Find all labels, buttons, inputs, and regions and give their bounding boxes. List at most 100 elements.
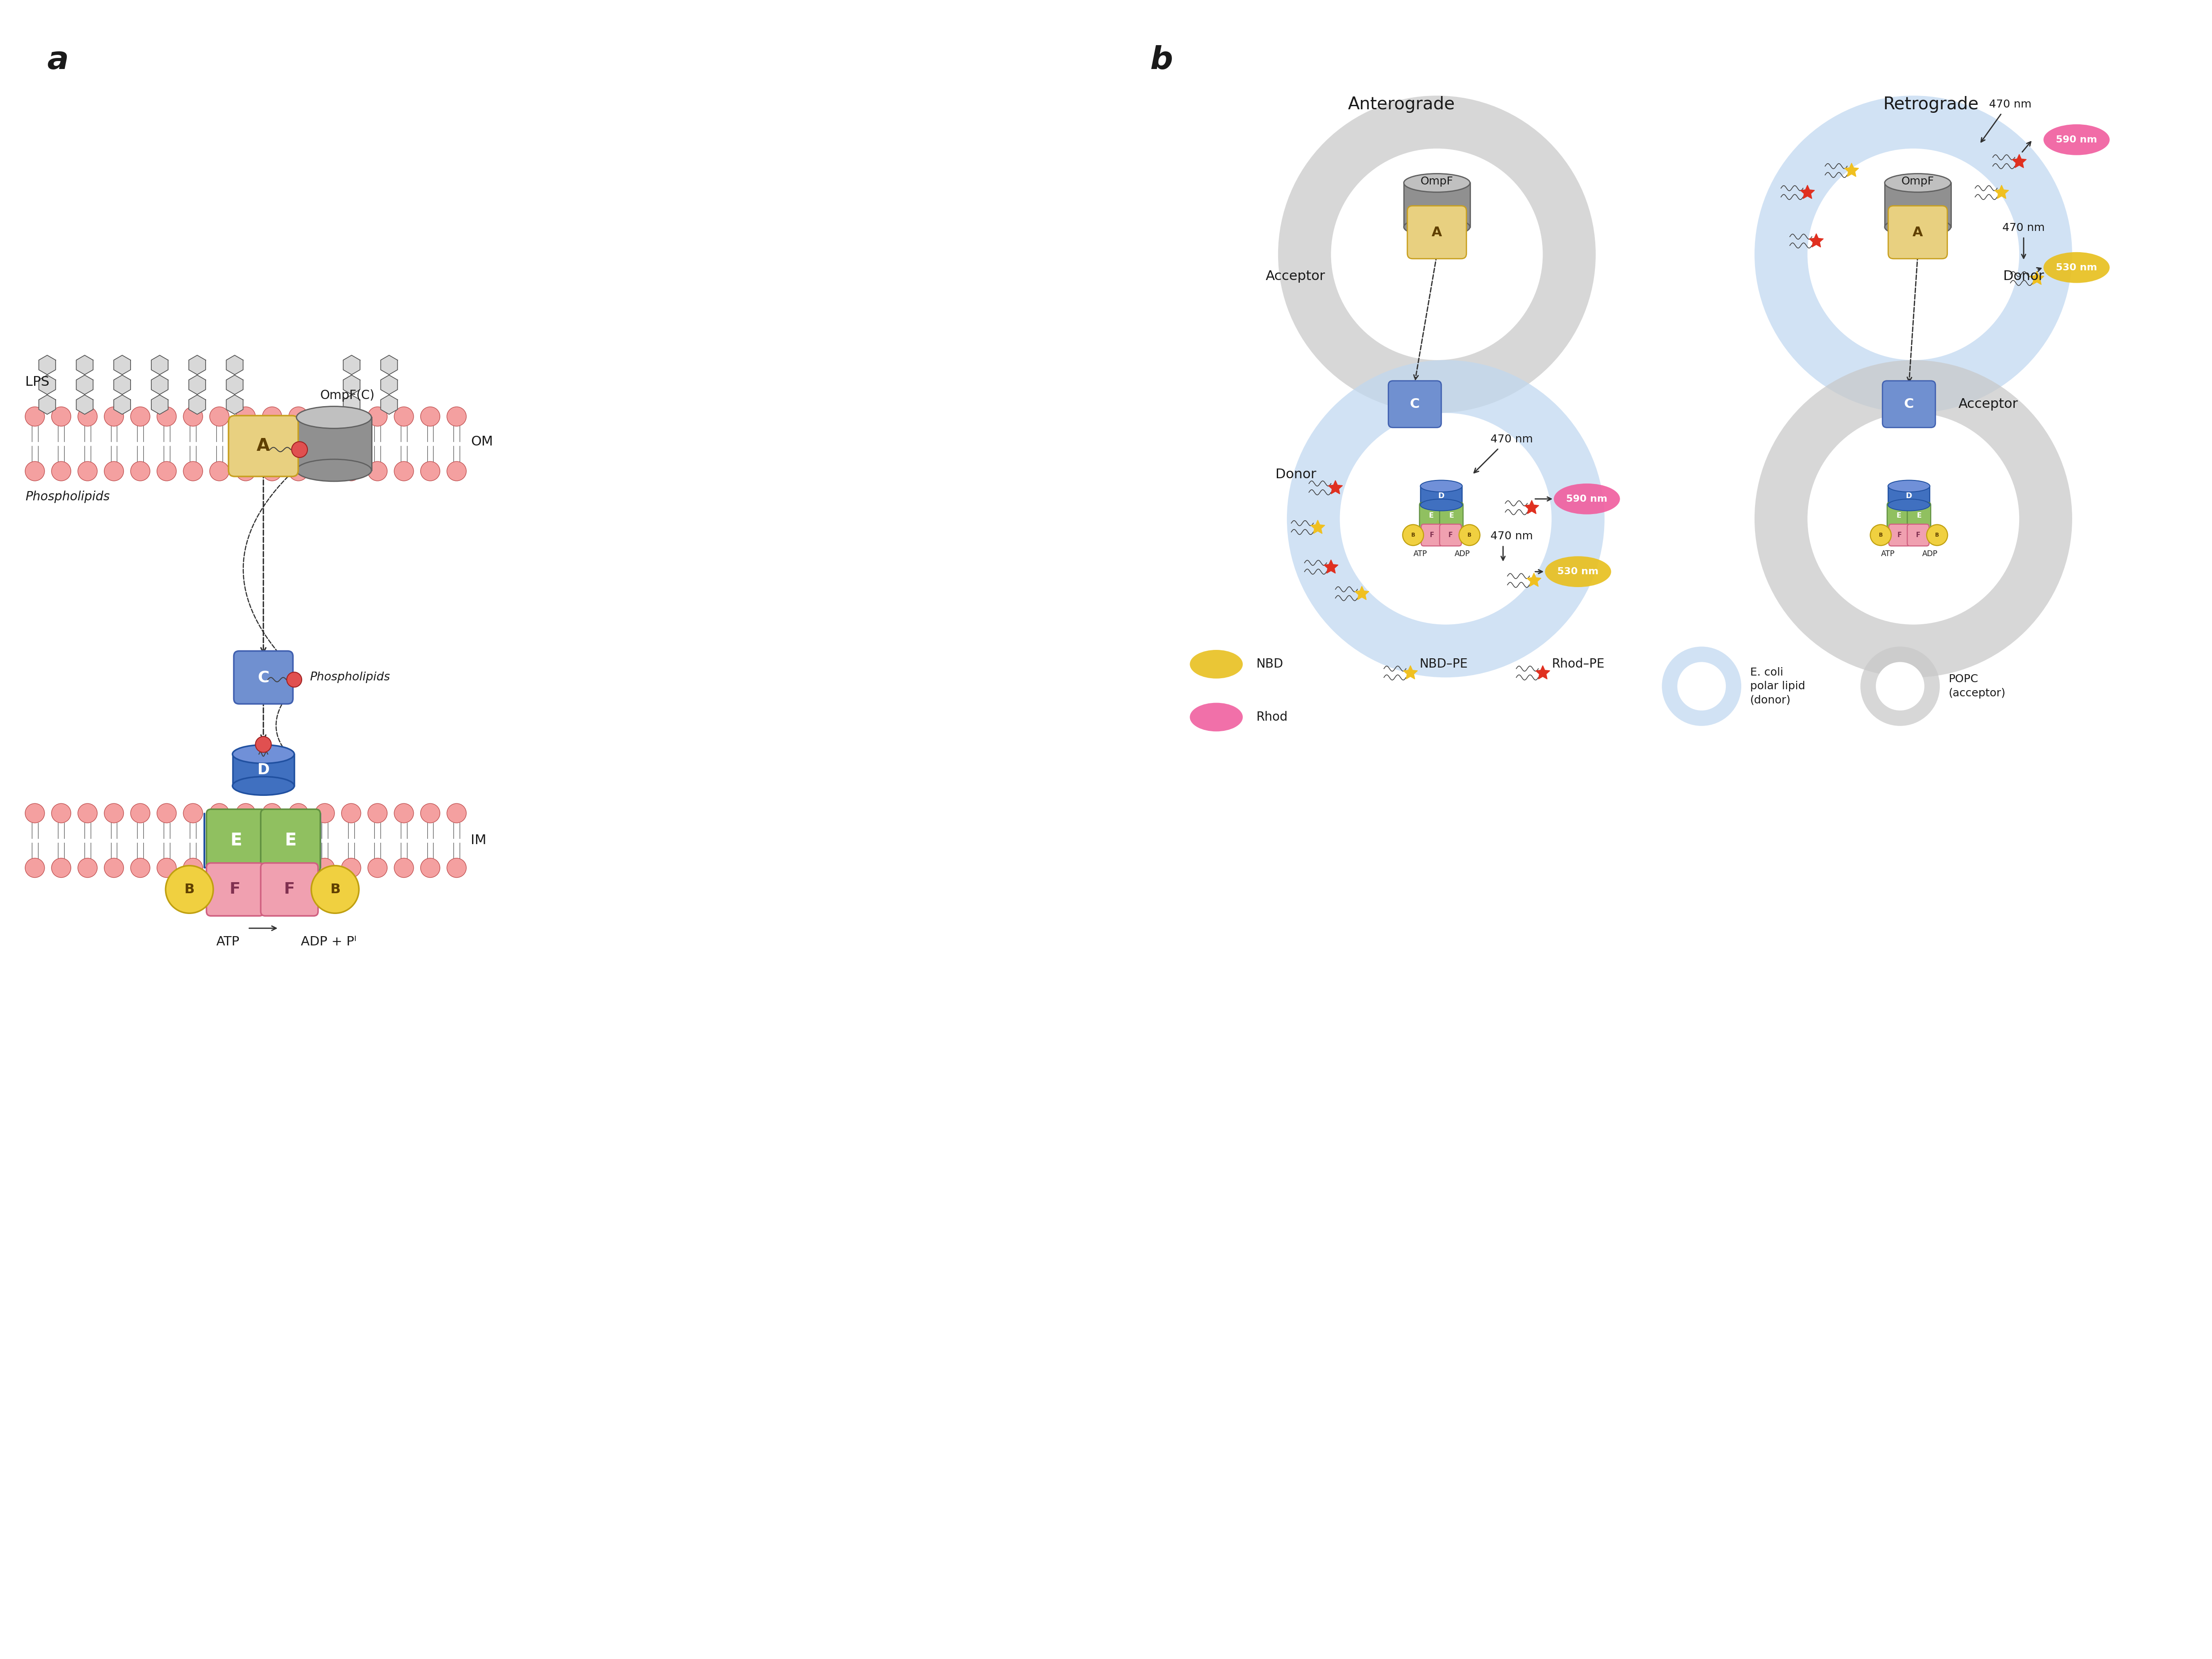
Ellipse shape bbox=[1190, 650, 1243, 679]
Bar bbox=[1885, 182, 1951, 227]
Text: B: B bbox=[1878, 533, 1882, 538]
Circle shape bbox=[51, 858, 71, 878]
Bar bbox=[1420, 486, 1462, 504]
Circle shape bbox=[184, 406, 204, 426]
Polygon shape bbox=[380, 375, 398, 395]
Text: A: A bbox=[1431, 226, 1442, 239]
Circle shape bbox=[157, 858, 177, 878]
Circle shape bbox=[24, 803, 44, 823]
Ellipse shape bbox=[1420, 479, 1462, 493]
FancyBboxPatch shape bbox=[228, 416, 299, 476]
Circle shape bbox=[367, 858, 387, 878]
Circle shape bbox=[157, 406, 177, 426]
Circle shape bbox=[420, 803, 440, 823]
Text: C: C bbox=[257, 670, 270, 685]
Polygon shape bbox=[1801, 186, 1814, 199]
FancyBboxPatch shape bbox=[1887, 503, 1911, 529]
Polygon shape bbox=[150, 375, 168, 395]
Circle shape bbox=[263, 858, 281, 878]
Circle shape bbox=[263, 461, 281, 481]
Ellipse shape bbox=[232, 776, 294, 795]
Polygon shape bbox=[1524, 501, 1540, 514]
Polygon shape bbox=[1312, 519, 1325, 534]
Circle shape bbox=[420, 461, 440, 481]
Polygon shape bbox=[343, 375, 361, 395]
Bar bbox=[1889, 486, 1929, 504]
Text: Retrograde: Retrograde bbox=[1882, 96, 1980, 113]
Text: NBD–PE: NBD–PE bbox=[1420, 659, 1469, 670]
FancyBboxPatch shape bbox=[1907, 524, 1929, 546]
Circle shape bbox=[394, 858, 414, 878]
Polygon shape bbox=[1402, 665, 1418, 679]
Polygon shape bbox=[2031, 270, 2044, 285]
Polygon shape bbox=[1845, 163, 1858, 176]
Circle shape bbox=[131, 406, 150, 426]
Text: F: F bbox=[1898, 533, 1902, 539]
Circle shape bbox=[77, 803, 97, 823]
Circle shape bbox=[314, 406, 334, 426]
Polygon shape bbox=[40, 375, 55, 395]
Circle shape bbox=[254, 737, 272, 753]
Text: a: a bbox=[46, 45, 69, 76]
Text: ATP: ATP bbox=[217, 936, 239, 947]
Polygon shape bbox=[1354, 586, 1369, 601]
Text: E. coli
polar lipid
(donor): E. coli polar lipid (donor) bbox=[1750, 667, 1805, 705]
Polygon shape bbox=[1323, 559, 1338, 574]
Circle shape bbox=[51, 803, 71, 823]
Text: Donor: Donor bbox=[1276, 468, 1316, 481]
Ellipse shape bbox=[1889, 479, 1929, 493]
Circle shape bbox=[1332, 149, 1542, 360]
Text: E: E bbox=[1916, 513, 1922, 519]
Text: A: A bbox=[257, 438, 270, 455]
Circle shape bbox=[104, 461, 124, 481]
Circle shape bbox=[447, 803, 467, 823]
Circle shape bbox=[314, 803, 334, 823]
Text: D: D bbox=[257, 763, 270, 778]
Text: Rhod: Rhod bbox=[1256, 712, 1287, 723]
Circle shape bbox=[237, 461, 254, 481]
FancyBboxPatch shape bbox=[1420, 524, 1442, 546]
Polygon shape bbox=[343, 395, 361, 415]
Circle shape bbox=[210, 461, 230, 481]
Circle shape bbox=[77, 858, 97, 878]
Circle shape bbox=[1754, 96, 2073, 413]
Text: OmpF(C): OmpF(C) bbox=[321, 390, 374, 401]
FancyBboxPatch shape bbox=[1882, 382, 1936, 428]
Circle shape bbox=[1340, 413, 1551, 624]
Text: C: C bbox=[1409, 398, 1420, 410]
Text: D: D bbox=[1907, 491, 1911, 499]
Text: F: F bbox=[1429, 533, 1433, 539]
Text: OmpF: OmpF bbox=[1420, 176, 1453, 187]
Circle shape bbox=[104, 803, 124, 823]
Circle shape bbox=[447, 406, 467, 426]
Ellipse shape bbox=[1405, 217, 1471, 236]
Ellipse shape bbox=[1405, 174, 1471, 192]
FancyBboxPatch shape bbox=[261, 810, 321, 873]
Text: E: E bbox=[1429, 513, 1433, 519]
Polygon shape bbox=[113, 355, 131, 375]
Circle shape bbox=[51, 461, 71, 481]
Circle shape bbox=[1279, 96, 1595, 413]
Ellipse shape bbox=[2044, 124, 2110, 156]
Circle shape bbox=[157, 461, 177, 481]
Ellipse shape bbox=[1885, 217, 1951, 236]
Text: 530 nm: 530 nm bbox=[1557, 567, 1599, 576]
Text: 470 nm: 470 nm bbox=[1491, 531, 1533, 542]
Text: b: b bbox=[1150, 45, 1172, 76]
Circle shape bbox=[237, 803, 254, 823]
FancyBboxPatch shape bbox=[234, 650, 292, 703]
Text: C: C bbox=[1905, 398, 1913, 410]
FancyBboxPatch shape bbox=[1440, 503, 1462, 529]
Polygon shape bbox=[75, 355, 93, 375]
Text: ATP: ATP bbox=[1880, 549, 1896, 557]
Circle shape bbox=[341, 461, 361, 481]
Text: LPS: LPS bbox=[24, 375, 49, 388]
Circle shape bbox=[104, 406, 124, 426]
Circle shape bbox=[237, 406, 254, 426]
Circle shape bbox=[210, 803, 230, 823]
FancyBboxPatch shape bbox=[1420, 503, 1442, 529]
FancyBboxPatch shape bbox=[1440, 524, 1462, 546]
Polygon shape bbox=[1327, 481, 1343, 494]
FancyBboxPatch shape bbox=[1389, 382, 1442, 428]
Ellipse shape bbox=[1553, 483, 1619, 514]
